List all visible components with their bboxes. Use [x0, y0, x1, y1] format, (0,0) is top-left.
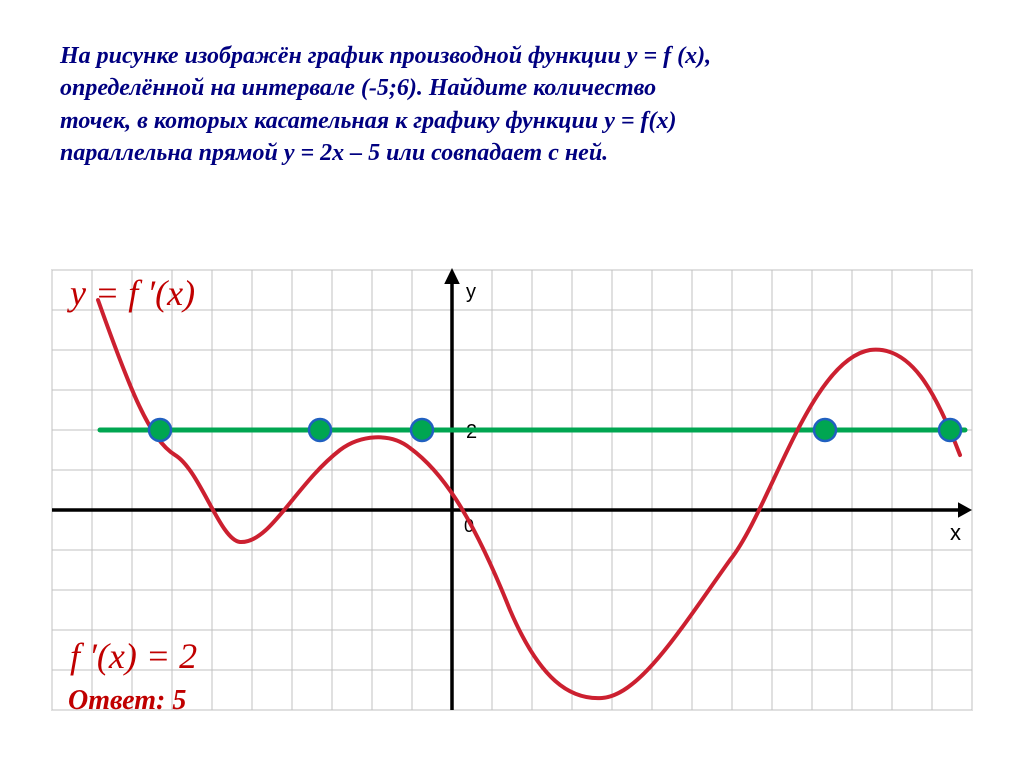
problem-line-1: На рисунке изображён график производной …	[60, 43, 711, 69]
svg-text:y: y	[466, 281, 476, 303]
answer-label: Ответ: 5	[68, 685, 186, 717]
problem-statement: На рисунке изображён график производной …	[60, 40, 960, 170]
problem-line-4: параллельна прямой у = 2x – 5 или совпад…	[60, 140, 608, 166]
problem-line-3: точек, в которых касательная к графику ф…	[60, 108, 677, 134]
formula-equation: f ′(x) = 2	[70, 635, 197, 677]
svg-text:x: x	[950, 520, 961, 545]
chart-area: yx02 y = f ′(x) f ′(x) = 2 Ответ: 5	[40, 260, 984, 740]
formula-main: y = f ′(x)	[70, 272, 195, 314]
problem-line-2: определённой на интервале (-5;6). Найдит…	[60, 75, 656, 101]
